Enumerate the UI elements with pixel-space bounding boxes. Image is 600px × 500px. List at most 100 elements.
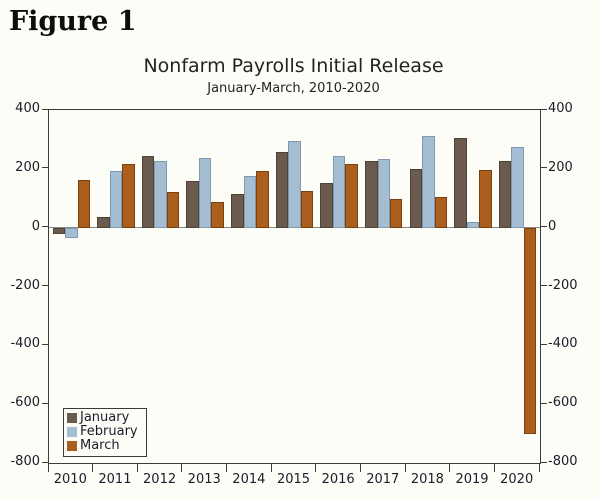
bar-group-2010	[49, 110, 94, 463]
y-axis-label-right: -200	[548, 277, 578, 293]
y-axis-label-right: -800	[548, 454, 578, 469]
bar-group-2013	[183, 110, 228, 463]
bar-group-2015	[272, 110, 317, 463]
axis-tick-right	[540, 285, 547, 286]
axis-tick-bottom	[92, 464, 94, 472]
axis-tick-bottom	[315, 464, 317, 472]
y-axis-label-right: 0	[548, 218, 557, 234]
bar-january-2017	[365, 160, 378, 228]
bar-group-2017	[361, 110, 406, 463]
x-axis-label: 2015	[276, 472, 311, 487]
axis-tick-bottom	[181, 464, 183, 472]
axis-tick-left	[42, 285, 49, 286]
y-axis-label-left: -600	[10, 395, 40, 411]
bar-march-2019	[479, 170, 492, 228]
bar-january-2010	[52, 227, 66, 234]
bar-march-2010	[77, 180, 91, 228]
y-axis-label-right: 400	[548, 101, 573, 116]
axis-tick-bottom	[449, 464, 451, 472]
x-axis-label: 2017	[366, 472, 400, 487]
axis-tick-bottom	[136, 464, 138, 472]
x-axis-label: 2011	[98, 472, 132, 487]
bar-february-2020	[511, 147, 524, 228]
bar-march-2012	[166, 192, 180, 228]
axis-tick-bottom	[538, 464, 540, 472]
y-axis-label-right: -600	[548, 395, 578, 411]
bar-group-2014	[228, 110, 273, 463]
bar-march-2020	[523, 227, 537, 434]
bar-group-2018	[406, 110, 451, 463]
legend-item-january: January	[67, 411, 138, 425]
bar-january-2015	[275, 152, 289, 228]
y-axis-label-right: -400	[548, 336, 578, 352]
legend-label: March	[80, 438, 120, 453]
x-axis-label: 2010	[53, 472, 87, 487]
x-axis-label: 2013	[187, 472, 221, 487]
axis-tick-bottom	[359, 464, 361, 472]
axis-tick-bottom	[226, 464, 228, 472]
axis-tick-left	[42, 108, 49, 110]
bar-january-2014	[231, 194, 244, 228]
axis-tick-right	[540, 167, 547, 169]
legend-item-february: February	[67, 425, 138, 439]
bar-march-2013	[211, 201, 224, 228]
legend-swatch-icon	[67, 427, 77, 437]
plot-area	[48, 109, 541, 464]
zero-line	[49, 227, 540, 229]
x-axis-label: 2018	[410, 472, 444, 487]
axis-tick-left	[42, 461, 49, 463]
bar-march-2015	[300, 190, 314, 228]
chart-title: Nonfarm Payrolls Initial Release	[143, 55, 444, 77]
y-axis-label-left: 200	[15, 159, 40, 175]
bar-january-2018	[409, 168, 423, 228]
chart-subtitle: January-March, 2010-2020	[207, 81, 380, 96]
bar-january-2013	[186, 181, 199, 228]
bar-march-2017	[390, 198, 403, 228]
bar-january-2019	[454, 138, 467, 228]
bar-february-2012	[154, 160, 167, 228]
y-axis-label-right: 200	[548, 159, 573, 175]
bar-february-2017	[377, 158, 390, 228]
x-axis-label: 2016	[321, 472, 355, 487]
axis-tick-bottom	[270, 464, 272, 472]
figure-label: Figure 1	[9, 6, 137, 37]
axis-tick-left	[42, 226, 49, 228]
axis-tick-right	[540, 461, 547, 463]
bar-february-2011	[109, 171, 123, 228]
bar-group-2016	[317, 110, 362, 463]
bar-january-2016	[320, 183, 333, 228]
legend-item-march: March	[67, 439, 138, 453]
x-axis-label: 2020	[500, 472, 534, 487]
bar-february-2014	[243, 176, 257, 228]
bar-group-2019	[451, 110, 496, 463]
bar-march-2011	[122, 164, 135, 228]
bar-february-2010	[65, 227, 78, 239]
axis-tick-right	[540, 226, 547, 228]
legend: January February March	[63, 408, 147, 457]
bar-february-2016	[332, 156, 346, 228]
axis-tick-bottom	[404, 464, 406, 472]
axis-tick-right	[540, 108, 547, 110]
bar-january-2020	[498, 161, 512, 228]
bar-february-2018	[422, 135, 435, 228]
bar-group-2020	[495, 110, 540, 463]
bar-february-2013	[198, 158, 212, 228]
y-axis-label-left: -400	[10, 336, 40, 352]
bar-january-2011	[97, 217, 110, 228]
axis-tick-right	[540, 343, 547, 345]
axis-tick-bottom	[493, 464, 495, 472]
legend-label: February	[80, 424, 138, 439]
bar-group-2012	[138, 110, 183, 463]
axis-tick-left	[42, 167, 49, 169]
bar-march-2018	[434, 197, 448, 228]
bar-february-2015	[288, 140, 301, 228]
y-axis-label-left: -800	[10, 454, 40, 469]
bar-march-2016	[345, 164, 358, 228]
axis-tick-right	[540, 402, 547, 404]
bar-february-2019	[466, 221, 480, 228]
x-axis-label: 2019	[455, 472, 489, 487]
legend-label: January	[80, 410, 130, 425]
bar-march-2014	[256, 171, 269, 228]
axis-tick-left	[42, 343, 49, 345]
